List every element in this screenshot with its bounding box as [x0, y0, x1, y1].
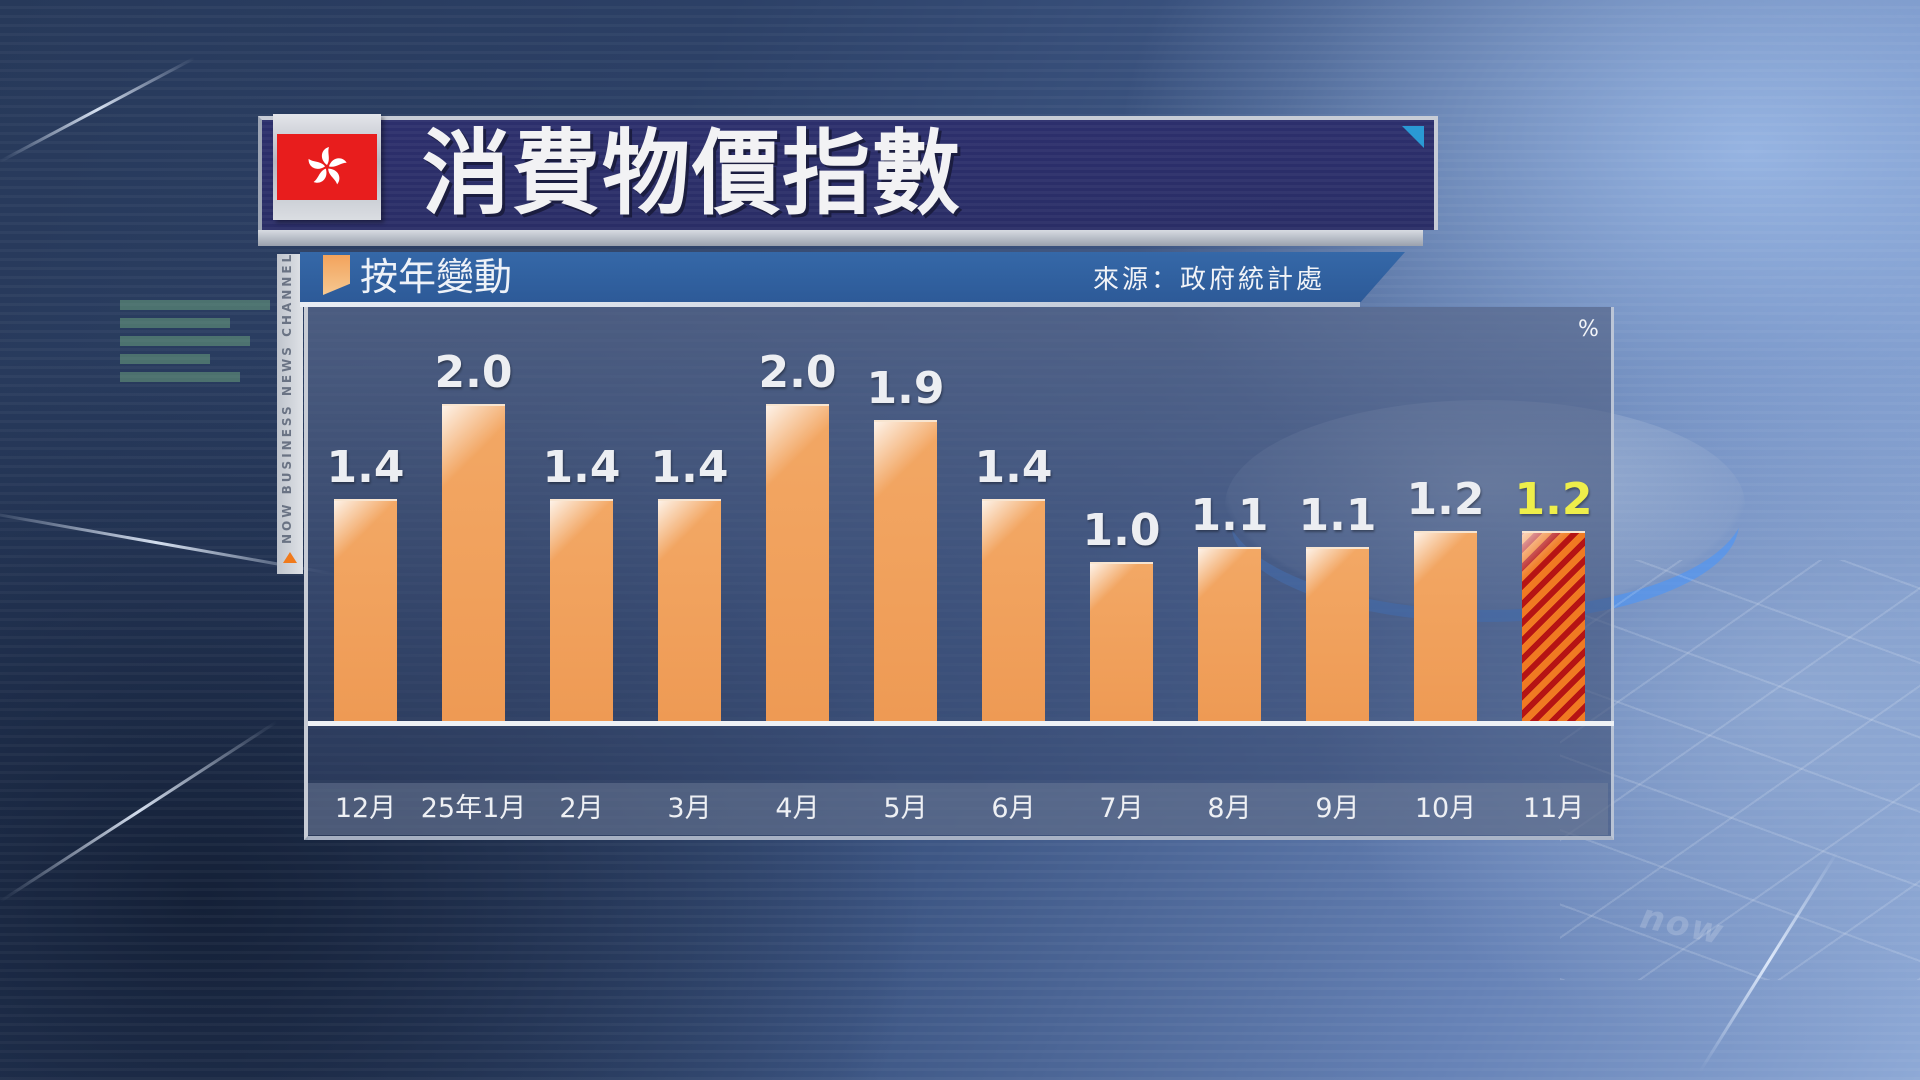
bar [334, 499, 397, 721]
x-axis-category-label: 8月 [1207, 793, 1252, 824]
bar-highlight [1522, 531, 1585, 721]
bauhinia-icon [308, 147, 347, 185]
subheader-band: 按年變動 來源：政府統計處 [300, 252, 1405, 302]
flag-frame [273, 114, 381, 220]
subheader-underline [300, 302, 1360, 307]
x-axis-category-label: 12月 [334, 793, 397, 824]
bar [1414, 531, 1477, 721]
title-header: 消費物價指數 [258, 114, 1438, 246]
bar-value-label: 1.0 [1082, 505, 1161, 556]
chart-subtitle: 按年變動 [360, 255, 513, 299]
channel-side-tag: NOW BUSINESS NEWS CHANNEL [277, 251, 303, 574]
hong-kong-flag-icon [277, 134, 377, 200]
bar [1306, 547, 1369, 721]
bar-value-label: 1.4 [974, 442, 1053, 493]
bar-value-label: 1.4 [542, 442, 621, 493]
bar [658, 499, 721, 721]
bar [1090, 562, 1153, 721]
x-axis-category-label: 2月 [559, 793, 604, 824]
header-band [258, 116, 1438, 230]
unit-label: % [1578, 317, 1599, 342]
bar [766, 404, 829, 721]
x-axis-category-label: 4月 [775, 793, 820, 824]
bar [1198, 547, 1261, 721]
bar-value-label: 1.2 [1406, 474, 1485, 525]
tab-marker-icon [323, 255, 350, 295]
x-axis-category-label: 25年1月 [420, 793, 527, 824]
bar-value-label: 1.4 [650, 442, 729, 493]
background-bar-graphic [120, 300, 280, 410]
bar-value-label: 2.0 [758, 347, 837, 398]
background-grid-graphic [1560, 560, 1920, 980]
bar-chart-panel: % 1.4 12月 2.0 25年1月 1.4 2月 1.4 3月 2.0 4月 1.9 5月 1.4 6… [304, 307, 1614, 840]
bar [550, 499, 613, 721]
x-axis-category-label: 7月 [1099, 793, 1144, 824]
header-lip [258, 230, 1423, 246]
x-axis-category-label: 11月 [1522, 793, 1585, 824]
background-light-streak [0, 56, 195, 163]
bar-value-label: 1.4 [326, 442, 405, 493]
x-axis-category-label: 3月 [667, 793, 712, 824]
x-axis-baseline [308, 721, 1614, 726]
bar-value-label: 1.2 [1514, 474, 1593, 525]
bar-value-label: 1.9 [866, 363, 945, 414]
x-axis-label-strip [308, 783, 1608, 835]
x-axis-category-label: 10月 [1414, 793, 1477, 824]
bar-value-label: 1.1 [1298, 490, 1377, 541]
bar-value-label: 1.1 [1190, 490, 1269, 541]
x-axis-category-label: 9月 [1315, 793, 1360, 824]
channel-name: NOW BUSINESS NEWS CHANNEL [280, 251, 294, 544]
bar [442, 404, 505, 721]
data-source: 來源：政府統計處 [1092, 265, 1325, 295]
bar [874, 420, 937, 721]
x-axis-category-label: 5月 [883, 793, 928, 824]
bar-value-label: 2.0 [434, 347, 513, 398]
triangle-up-icon [283, 552, 297, 563]
background-light-streak [0, 720, 278, 903]
x-axis-category-label: 6月 [991, 793, 1036, 824]
bar [982, 499, 1045, 721]
page-title: 消費物價指數 [422, 119, 963, 228]
corner-accent-icon [1402, 126, 1424, 148]
